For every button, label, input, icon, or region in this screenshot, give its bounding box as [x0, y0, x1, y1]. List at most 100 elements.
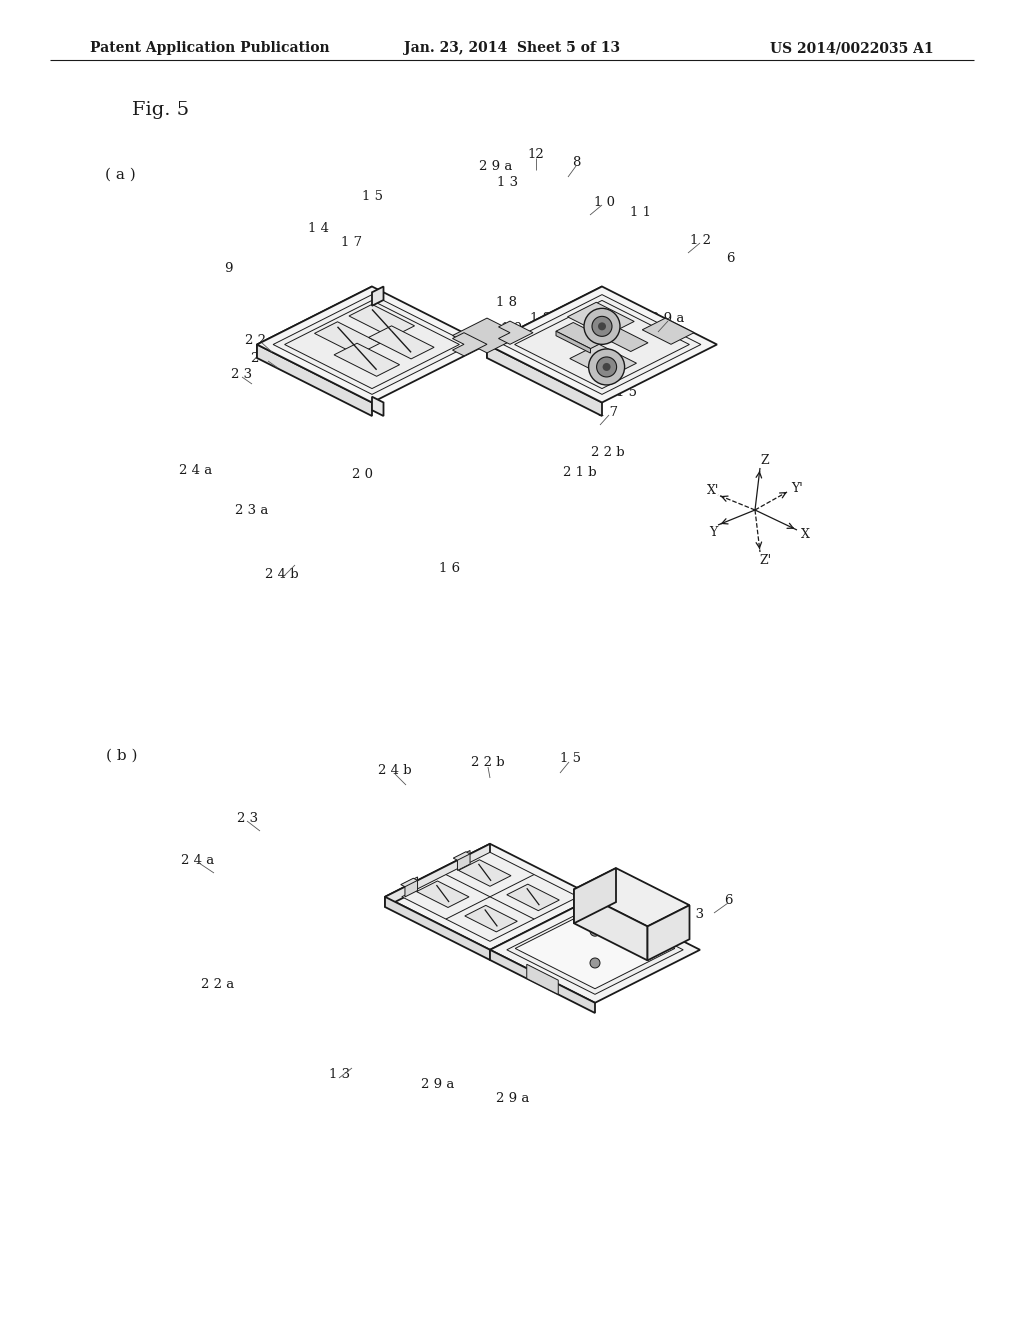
Text: 2 3 a: 2 3 a	[236, 503, 268, 516]
Text: ( b ): ( b )	[106, 748, 138, 763]
Text: US 2014/0022035 A1: US 2014/0022035 A1	[770, 41, 934, 55]
Text: 1 5: 1 5	[361, 190, 383, 202]
Polygon shape	[503, 294, 700, 395]
Polygon shape	[487, 345, 602, 416]
Text: 2 4 a: 2 4 a	[179, 463, 213, 477]
Polygon shape	[314, 322, 380, 355]
Text: 1 3: 1 3	[657, 326, 679, 338]
Polygon shape	[507, 884, 559, 911]
Text: Fig. 5: Fig. 5	[132, 102, 189, 119]
Text: 6: 6	[726, 252, 734, 264]
Polygon shape	[487, 286, 602, 358]
Text: Z': Z'	[759, 553, 771, 566]
Polygon shape	[372, 286, 384, 306]
Text: 1 3: 1 3	[330, 1068, 350, 1081]
Text: X: X	[801, 528, 809, 540]
Text: ( a ): ( a )	[104, 168, 135, 182]
Text: 1 8: 1 8	[530, 312, 552, 325]
Text: 1 0: 1 0	[594, 195, 614, 209]
Circle shape	[590, 958, 600, 968]
Polygon shape	[285, 301, 460, 388]
Text: 12: 12	[527, 149, 545, 161]
Text: 1 3: 1 3	[683, 908, 705, 921]
Polygon shape	[385, 843, 490, 907]
Text: 2 3: 2 3	[238, 812, 259, 825]
Polygon shape	[574, 869, 616, 923]
Polygon shape	[400, 878, 418, 887]
Text: 2 1 b: 2 1 b	[563, 466, 597, 479]
Polygon shape	[458, 850, 470, 870]
Polygon shape	[574, 890, 647, 961]
Polygon shape	[465, 906, 517, 932]
Polygon shape	[574, 869, 689, 927]
Text: 2 2 b: 2 2 b	[471, 756, 505, 770]
Text: 1 4: 1 4	[307, 222, 329, 235]
Text: Z: Z	[761, 454, 769, 466]
Polygon shape	[257, 345, 372, 416]
Text: Y': Y'	[792, 482, 803, 495]
Polygon shape	[459, 859, 511, 886]
Text: 1 7: 1 7	[597, 405, 618, 418]
Polygon shape	[569, 345, 637, 378]
Polygon shape	[526, 965, 558, 994]
Text: 1 5: 1 5	[559, 751, 581, 764]
Circle shape	[598, 322, 606, 330]
Polygon shape	[507, 906, 683, 994]
Text: 1 6: 1 6	[439, 561, 461, 574]
Circle shape	[589, 348, 625, 385]
Text: 2 2 a: 2 2 a	[202, 978, 234, 991]
Polygon shape	[490, 950, 595, 1012]
Polygon shape	[385, 843, 595, 950]
Text: 2 2 a: 2 2 a	[246, 334, 279, 346]
Text: 8: 8	[571, 156, 581, 169]
Polygon shape	[453, 333, 487, 356]
Polygon shape	[334, 343, 399, 376]
Text: 1 7: 1 7	[341, 236, 362, 249]
Circle shape	[584, 309, 620, 345]
Text: 1 5: 1 5	[615, 387, 637, 400]
Text: 2 3: 2 3	[231, 367, 253, 380]
Text: 2 4 b: 2 4 b	[378, 763, 412, 776]
Text: 1 9: 1 9	[502, 322, 522, 334]
Text: 2 9 a: 2 9 a	[497, 1092, 529, 1105]
Polygon shape	[385, 896, 490, 960]
Text: 2 9 a: 2 9 a	[479, 161, 513, 173]
Polygon shape	[404, 876, 418, 896]
Text: 2 1 a: 2 1 a	[251, 351, 285, 364]
Circle shape	[597, 356, 616, 378]
Polygon shape	[369, 326, 434, 359]
Text: X': X'	[707, 483, 719, 496]
Polygon shape	[257, 286, 372, 358]
Polygon shape	[647, 906, 689, 961]
Polygon shape	[556, 331, 591, 352]
Text: 2 9 a: 2 9 a	[421, 1078, 455, 1092]
Text: 1 1: 1 1	[630, 206, 650, 219]
Circle shape	[602, 363, 610, 371]
Polygon shape	[642, 318, 694, 345]
Circle shape	[590, 927, 600, 936]
Polygon shape	[487, 286, 717, 403]
Text: 2 4 a: 2 4 a	[181, 854, 215, 866]
Polygon shape	[372, 397, 384, 416]
Text: 2 2 b: 2 2 b	[591, 446, 625, 459]
Polygon shape	[273, 294, 471, 395]
Polygon shape	[454, 851, 470, 861]
Polygon shape	[257, 286, 487, 403]
Text: 2 4 b: 2 4 b	[265, 569, 299, 582]
Text: 1 2: 1 2	[689, 234, 711, 247]
Polygon shape	[567, 302, 634, 337]
Polygon shape	[349, 305, 415, 338]
Text: 9: 9	[224, 261, 232, 275]
Text: 1 8: 1 8	[497, 296, 517, 309]
Polygon shape	[401, 853, 579, 941]
Text: Jan. 23, 2014  Sheet 5 of 13: Jan. 23, 2014 Sheet 5 of 13	[403, 41, 621, 55]
Text: Patent Application Publication: Patent Application Publication	[90, 41, 330, 55]
Polygon shape	[453, 318, 521, 352]
Polygon shape	[556, 322, 608, 348]
Polygon shape	[481, 342, 493, 347]
Circle shape	[592, 317, 612, 337]
Polygon shape	[417, 880, 469, 907]
Text: 6: 6	[724, 894, 732, 907]
Text: 1 3: 1 3	[498, 177, 518, 190]
Polygon shape	[515, 301, 689, 388]
